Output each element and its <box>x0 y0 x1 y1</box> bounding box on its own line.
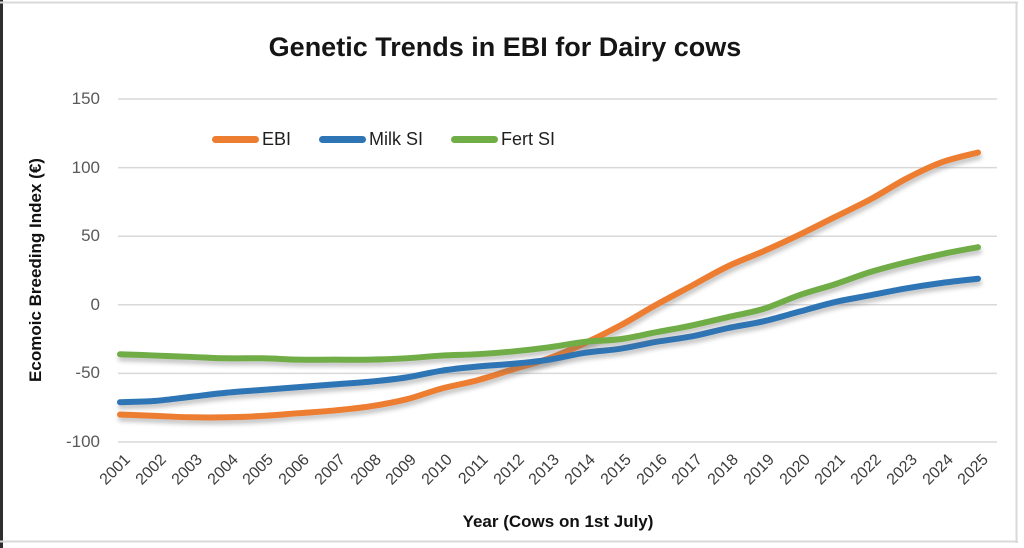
legend-swatch-icon <box>212 135 259 143</box>
y-tick-label: 100 <box>71 157 100 177</box>
y-axis-title: Ecomoic Breeding Index (€) <box>26 158 45 382</box>
legend-swatch-icon <box>319 135 367 143</box>
legend-label: Milk SI <box>369 129 424 149</box>
legend-item-ebi: EBI <box>212 130 291 148</box>
legend-item-fert-si: Fert SI <box>451 130 555 148</box>
series-line-ebi <box>117 149 981 421</box>
series-line-milk-si <box>117 275 981 406</box>
legend-label: EBI <box>262 129 292 149</box>
y-tick-label: 0 <box>90 294 100 314</box>
legend-label: Fert SI <box>501 129 556 149</box>
y-tick-label: -100 <box>65 432 100 451</box>
y-tick-label: 150 <box>71 89 100 108</box>
chart-title: Genetic Trends in EBI for Dairy cows <box>268 32 742 62</box>
series-line-fert-si <box>117 244 981 363</box>
legend-swatch-icon <box>451 135 499 143</box>
y-tick-label: -50 <box>75 363 100 383</box>
x-axis-title: Year (Cows on 1st July) <box>462 512 654 531</box>
legend-item-milk-si: Milk SI <box>319 130 423 148</box>
y-tick-label: 50 <box>81 226 100 246</box>
chart-legend: EBI Milk SI Fert SI <box>212 130 583 148</box>
